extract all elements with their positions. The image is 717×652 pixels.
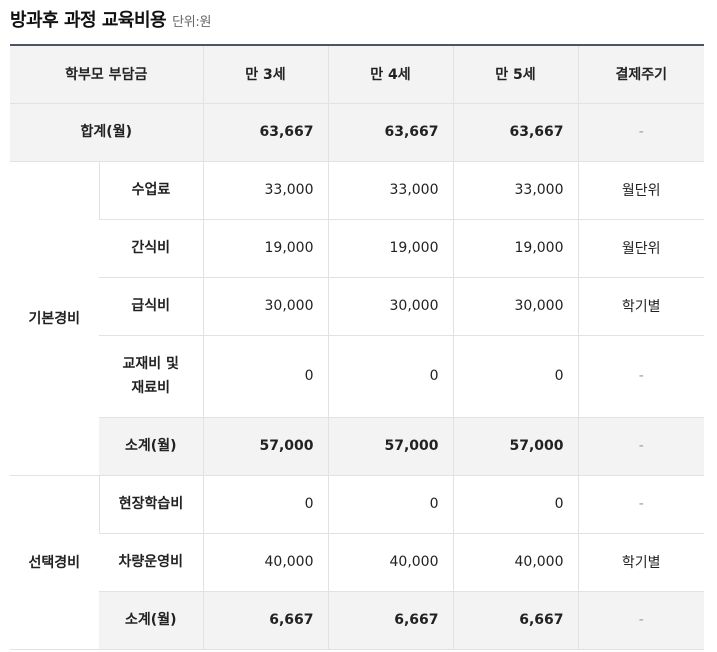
row-label: 현장학습비 [98, 475, 203, 534]
table-row-total: 합계(월) 63,667 63,667 63,667 - [10, 103, 704, 162]
table-row-subtotal: 소계(월) 57,000 57,000 57,000 - [10, 417, 704, 476]
value-age-4: 30,000 [327, 277, 453, 336]
cycle-cell: - [577, 475, 704, 534]
row-label: 급식비 [99, 277, 203, 336]
value-age-4: 0 [327, 335, 453, 418]
cycle-cell: 월단위 [577, 219, 704, 278]
row-label: 간식비 [99, 219, 203, 278]
cycle-cell: 학기별 [577, 277, 704, 336]
value-age-4: 6,667 [327, 591, 453, 650]
value-age-3: 40,000 [202, 533, 328, 592]
title-row: 방과후 과정 교육비용 단위:원 [10, 6, 211, 36]
value-age-3: 0 [202, 335, 328, 418]
page-title: 방과후 과정 교육비용 [10, 10, 167, 31]
table-row-subtotal: 소계(월) 6,667 6,667 6,667 - [10, 591, 704, 650]
value-age-4: 63,667 [327, 103, 453, 162]
value-age-4: 19,000 [327, 219, 453, 278]
cycle-cell: 월단위 [577, 161, 704, 220]
header-age-5: 만 5세 [452, 44, 578, 104]
header-row: 학부모 부담금 만 3세 만 4세 만 5세 결제주기 [10, 44, 704, 104]
value-age-4: 33,000 [327, 161, 453, 220]
value-age-5: 30,000 [452, 277, 578, 336]
cycle-cell: 학기별 [577, 533, 704, 592]
table-row: 급식비 30,000 30,000 30,000 학기별 [10, 277, 704, 336]
row-label: 합계(월) [10, 103, 203, 162]
value-age-4: 0 [327, 475, 453, 534]
value-age-4: 57,000 [327, 417, 453, 476]
value-age-5: 63,667 [452, 103, 578, 162]
row-label: 교재비 및 재료비 [99, 335, 203, 418]
row-label: 수업료 [98, 161, 203, 220]
cycle-cell: - [577, 335, 704, 418]
value-age-5: 0 [452, 335, 578, 418]
cycle-cell: - [577, 417, 704, 476]
group-label-optional: 선택경비 [10, 475, 99, 650]
table-row: 간식비 19,000 19,000 19,000 월단위 [10, 219, 704, 278]
cycle-cell: - [577, 591, 704, 650]
table-row: 기본경비 수업료 33,000 33,000 33,000 월단위 [10, 161, 704, 476]
value-age-5: 57,000 [452, 417, 578, 476]
value-age-5: 33,000 [452, 161, 578, 220]
header-age-3: 만 3세 [202, 44, 328, 104]
table-row: 차량운영비 40,000 40,000 40,000 학기별 [10, 533, 704, 592]
cycle-cell: - [577, 103, 704, 162]
value-age-3: 19,000 [202, 219, 328, 278]
header-cycle: 결제주기 [577, 44, 704, 104]
value-age-5: 6,667 [452, 591, 578, 650]
header-payer: 학부모 부담금 [10, 44, 203, 104]
value-age-4: 40,000 [327, 533, 453, 592]
group-label-basic: 기본경비 [10, 161, 99, 476]
unit-label: 단위:원 [172, 15, 212, 30]
table-row: 선택경비 현장학습비 0 0 0 - [10, 475, 704, 650]
cost-table: 학부모 부담금 만 3세 만 4세 만 5세 결제주기 합계(월) 63,667… [10, 44, 704, 650]
value-age-3: 63,667 [202, 103, 328, 162]
value-age-5: 19,000 [452, 219, 578, 278]
value-age-3: 30,000 [202, 277, 328, 336]
value-age-3: 0 [202, 475, 328, 534]
row-label-line-2: 재료비 [131, 380, 171, 396]
value-age-3: 33,000 [202, 161, 328, 220]
row-label: 소계(월) [99, 591, 203, 650]
table-row: 교재비 및 재료비 0 0 0 - [10, 335, 704, 418]
row-label: 차량운영비 [99, 533, 203, 592]
value-age-5: 40,000 [452, 533, 578, 592]
value-age-3: 57,000 [202, 417, 328, 476]
row-label-line-1: 교재비 및 [122, 356, 179, 372]
value-age-5: 0 [452, 475, 578, 534]
header-age-4: 만 4세 [327, 44, 453, 104]
value-age-3: 6,667 [202, 591, 328, 650]
row-label: 소계(월) [99, 417, 203, 476]
